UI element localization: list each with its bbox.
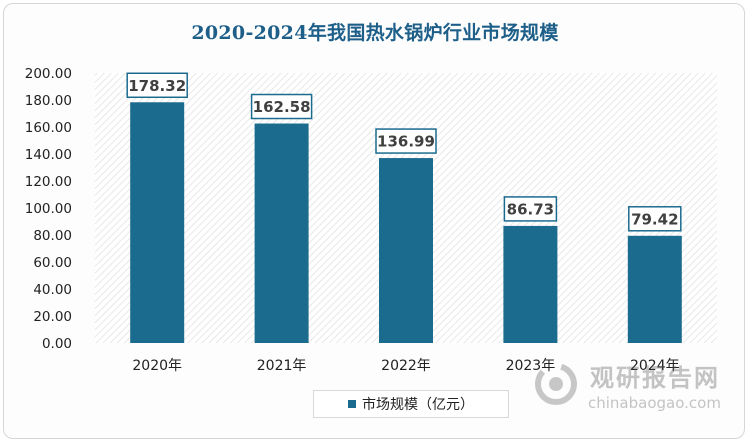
bar — [130, 102, 185, 343]
y-tick-label: 20.00 — [33, 309, 72, 325]
y-tick-label: 0.00 — [42, 336, 72, 352]
y-tick-label: 100.00 — [25, 201, 72, 217]
data-label-box — [375, 128, 437, 154]
y-tick-label: 200.00 — [25, 66, 72, 82]
data-label-box — [628, 206, 682, 232]
x-tick-label: 2020年 — [132, 358, 182, 374]
data-label: 136.99 — [377, 133, 435, 151]
bar — [254, 123, 309, 343]
data-label: 79.42 — [631, 210, 678, 228]
x-tick-label: 2022年 — [381, 358, 431, 374]
y-tick-label: 140.00 — [25, 147, 72, 163]
x-tick-label: 2021年 — [257, 358, 307, 374]
data-label: 162.58 — [253, 98, 311, 116]
watermark-url: chinabaogao.com — [588, 394, 721, 412]
data-label-box — [250, 93, 313, 120]
legend-swatch — [348, 400, 356, 408]
x-tick-label: 2023年 — [506, 358, 556, 374]
watermark-logo-icon — [535, 363, 577, 405]
bar — [379, 158, 433, 343]
legend: 市场规模（亿元） — [313, 390, 509, 418]
bar — [503, 225, 558, 343]
x-axis: 2020年 2021年 2022年 2023年 2024年 — [132, 358, 679, 374]
x-tick-label: 2024年 — [630, 358, 680, 374]
watermark: 观研报告网 chinabaogao.com — [532, 356, 732, 420]
y-tick-label: 40.00 — [33, 282, 72, 298]
data-label: 178.32 — [128, 77, 186, 95]
y-tick-label: 120.00 — [25, 174, 72, 190]
watermark-name: 观研报告网 — [590, 364, 720, 392]
bars: 178.32 162.58 136.99 86.73 79.42 — [126, 72, 682, 343]
y-tick-label: 60.00 — [33, 255, 72, 271]
y-tick-label: 80.00 — [33, 228, 72, 244]
y-tick-label: 180.00 — [25, 93, 72, 109]
data-label: 86.73 — [507, 200, 554, 218]
bar — [627, 235, 682, 343]
y-tick-label: 160.00 — [25, 120, 72, 136]
y-axis: 0.00 20.00 40.00 60.00 80.00 100.00 120.00 140.… — [25, 66, 72, 352]
data-label-box — [126, 72, 188, 99]
data-label-box — [503, 196, 558, 222]
chart-title: 2020-2024年我国热水锅炉行业市场规模 — [191, 22, 559, 44]
legend-label: 市场规模（亿元） — [362, 397, 474, 413]
